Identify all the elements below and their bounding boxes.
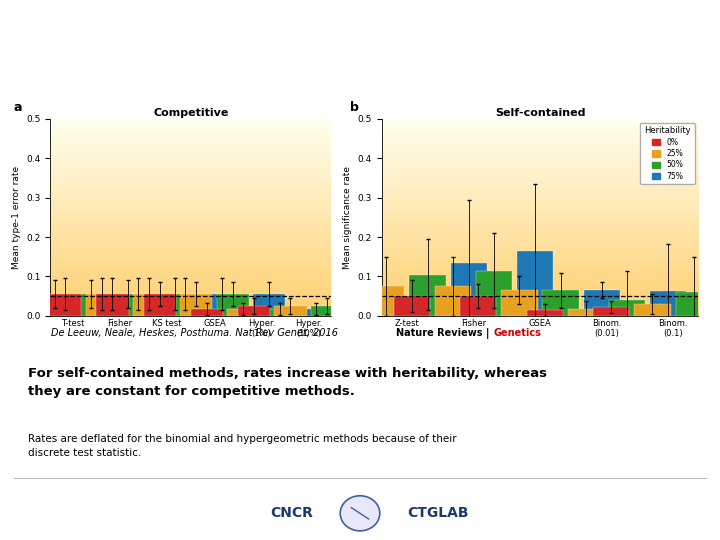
Bar: [348, 306, 379, 316]
Bar: [584, 291, 620, 316]
Bar: [675, 292, 712, 316]
Bar: [158, 294, 191, 316]
Bar: [49, 294, 81, 316]
Bar: [435, 286, 471, 316]
Bar: [2, 294, 34, 316]
Bar: [517, 251, 554, 316]
Bar: [542, 291, 579, 316]
Bar: [368, 286, 405, 316]
Bar: [274, 306, 307, 316]
Bar: [476, 271, 512, 316]
Bar: [238, 306, 270, 316]
Text: Nature Reviews |: Nature Reviews |: [396, 328, 493, 339]
Bar: [327, 298, 364, 316]
Bar: [217, 294, 248, 316]
Bar: [75, 294, 107, 316]
Bar: [264, 309, 296, 316]
Text: CNCR: CNCR: [270, 507, 313, 521]
Bar: [451, 264, 487, 316]
Ellipse shape: [340, 496, 380, 531]
Bar: [300, 309, 333, 316]
Bar: [716, 282, 720, 316]
Bar: [96, 294, 128, 316]
Text: CTGLAB: CTGLAB: [407, 507, 468, 521]
Bar: [593, 307, 629, 316]
Bar: [311, 306, 343, 316]
Bar: [133, 294, 165, 316]
Bar: [143, 294, 176, 316]
Bar: [501, 291, 538, 316]
Bar: [206, 294, 238, 316]
Bar: [180, 294, 212, 316]
Text: Rates are deflated for the binomial and hypergeometric methods because of their
: Rates are deflated for the binomial and …: [28, 434, 457, 458]
Bar: [394, 296, 430, 316]
Title: Self-contained: Self-contained: [495, 108, 585, 118]
Legend: 0%, 25%, 50%, 75%: 0%, 25%, 50%, 75%: [640, 123, 695, 185]
Bar: [460, 296, 496, 316]
Text: b: b: [350, 101, 359, 114]
Bar: [526, 310, 563, 316]
Y-axis label: Mean type-1 error rate: Mean type-1 error rate: [12, 166, 21, 269]
Bar: [39, 294, 71, 316]
Text: Polygenicity and number of significant gene-sets: Polygenicity and number of significant g…: [51, 30, 669, 50]
Bar: [253, 294, 285, 316]
Text: a: a: [14, 101, 22, 114]
Text: in self-contained versus competitive testing: in self-contained versus competitive tes…: [83, 64, 637, 84]
Bar: [191, 309, 223, 316]
Bar: [568, 309, 604, 316]
Bar: [122, 294, 154, 316]
Bar: [609, 300, 645, 316]
Bar: [86, 294, 118, 316]
Title: Competitive: Competitive: [153, 108, 228, 118]
Bar: [650, 291, 686, 316]
Bar: [169, 294, 202, 316]
Bar: [634, 304, 670, 316]
Bar: [410, 274, 446, 316]
Bar: [228, 309, 259, 316]
Bar: [112, 294, 144, 316]
Text: Genetics: Genetics: [493, 328, 541, 339]
Text: De Leeuw, Neale, Heskes, Posthuma. Nat Rev Genet, 2016: De Leeuw, Neale, Heskes, Posthuma. Nat R…: [51, 328, 338, 339]
Y-axis label: Mean significance rate: Mean significance rate: [343, 166, 352, 269]
Text: For self-contained methods, rates increase with heritability, whereas
they are c: For self-contained methods, rates increa…: [28, 367, 547, 398]
